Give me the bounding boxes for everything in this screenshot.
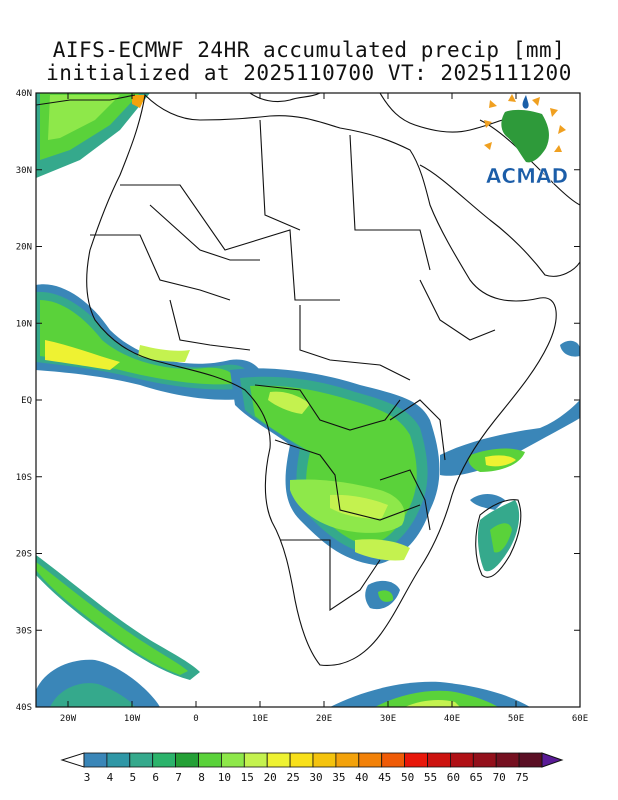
lon-label: 60E: [572, 714, 588, 724]
lat-label: 40N: [16, 89, 32, 99]
legend-label: 20: [264, 771, 277, 784]
legend-label: 10: [218, 771, 231, 784]
legend-swatch: [495, 752, 520, 768]
lat-label: 10N: [16, 319, 32, 329]
legend-swatch: [152, 752, 176, 768]
latitude-axis: 40N 30N 20N 10N EQ 10S 20S 30S 40S: [16, 89, 580, 713]
legend-label: 3: [84, 771, 91, 784]
lon-label: 10E: [252, 714, 268, 724]
precip-south-atlantic: [36, 555, 200, 680]
legend-swatch: [449, 752, 474, 768]
legend-label: 5: [129, 771, 136, 784]
legend-swatch: [243, 752, 268, 768]
legend-label: 15: [241, 771, 254, 784]
lat-label: 30S: [16, 626, 32, 636]
lon-label: 40E: [444, 714, 460, 724]
longitude-axis: 20W 10W 0 10E 20E 30E 40E 50E 60E: [60, 93, 588, 724]
legend-swatch: [83, 752, 108, 768]
legend-label: 55: [424, 771, 437, 784]
legend-swatch: [518, 752, 543, 768]
legend-label: 25: [286, 771, 299, 784]
legend-label: 7: [175, 771, 182, 784]
lat-label: 10S: [16, 473, 32, 483]
legend-label: 75: [515, 771, 528, 784]
legend-label: 4: [107, 771, 114, 784]
lat-label: 40S: [16, 703, 32, 713]
legend-arrow-high: [541, 752, 564, 768]
legend-swatch: [266, 752, 291, 768]
legend-swatch: [381, 752, 406, 768]
legend-swatch: [129, 752, 154, 768]
lon-label: 10W: [124, 714, 141, 724]
acmad-logo-text: ACMAD: [486, 164, 568, 188]
legend-label: 65: [470, 771, 483, 784]
legend-label: 6: [152, 771, 159, 784]
europe-coastline: [36, 94, 136, 106]
legend-arrow-low: [60, 752, 85, 768]
lon-label: 50E: [508, 714, 524, 724]
legend-swatch: [312, 752, 337, 768]
lat-label: EQ: [21, 396, 32, 406]
map-title-line-1: AIFS-ECMWF 24HR accumulated precip [mm]: [52, 38, 566, 62]
acmad-logo: ACMAD: [484, 94, 568, 188]
lon-label: 20W: [60, 714, 77, 724]
lon-label: 20E: [316, 714, 332, 724]
lat-label: 20S: [16, 550, 32, 560]
legend-swatch: [358, 752, 383, 768]
legend-swatch: [198, 752, 222, 768]
lat-label: 30N: [16, 166, 32, 176]
legend-swatch: [472, 752, 497, 768]
madagascar-coastline: [475, 499, 522, 578]
legend-label: 8: [198, 771, 205, 784]
africa-logo-icon: [501, 109, 549, 163]
lon-label: 0: [193, 714, 198, 724]
raindrop-icon: [522, 95, 529, 109]
precip-legend: 3 4 5 6 7 8 10 15 20 25 30 35 40 45 50 55 60 65 70 75: [60, 752, 564, 784]
legend-label: 30: [309, 771, 322, 784]
legend-swatch: [289, 752, 314, 768]
legend-swatch: [220, 752, 245, 768]
legend-label: 60: [447, 771, 460, 784]
sun-rays-icon: [484, 94, 566, 152]
map-title-line-2: initialized at 2025110700 VT: 2025111200: [46, 61, 572, 85]
lat-label: 20N: [16, 243, 32, 253]
legend-swatch: [335, 752, 360, 768]
legend-label: 70: [493, 771, 506, 784]
legend-swatch: [175, 752, 199, 768]
legend-swatch: [427, 752, 451, 768]
legend-label: 50: [401, 771, 414, 784]
legend-label: 45: [378, 771, 391, 784]
legend-label: 35: [332, 771, 345, 784]
arabia-coastline: [419, 164, 580, 277]
africa-coastline: [86, 93, 557, 666]
legend-swatch: [404, 752, 428, 768]
legend-label: 40: [355, 771, 368, 784]
legend-swatch: [106, 752, 131, 768]
lon-label: 30E: [380, 714, 396, 724]
